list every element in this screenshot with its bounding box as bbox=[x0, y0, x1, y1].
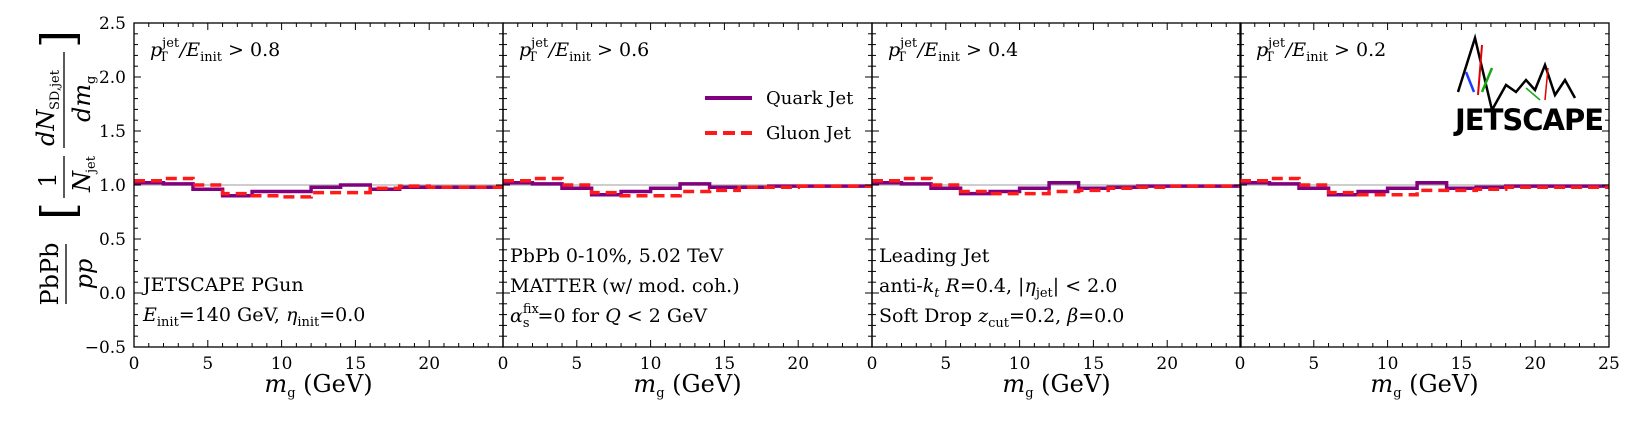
pt-cut-label: pjet T/Einit > 0.4 bbox=[888, 36, 1018, 65]
annotation-einit: Einit=140 GeV, ηinit=0.0 bbox=[142, 304, 365, 330]
ylabel-frac2-den: dm bbox=[68, 84, 96, 122]
jetscape-logo: JETSCAPE bbox=[1453, 33, 1604, 137]
x-tick-label: 10 bbox=[1009, 354, 1031, 374]
x-tick-label: 5 bbox=[571, 354, 582, 374]
pt-cut-label: pjet T/Einit > 0.8 bbox=[150, 36, 280, 65]
pt-cut-label: pjet T/Einit > 0.6 bbox=[519, 36, 649, 65]
panel2-annotations: PbPb 0-10%, 5.02 TeV MATTER (w/ mod. coh… bbox=[510, 245, 740, 331]
legend: Quark Jet Gluon Jet bbox=[705, 88, 854, 144]
x-tick-label: 20 bbox=[787, 354, 809, 374]
ylabel-frac1-den-sub: jet bbox=[84, 155, 99, 175]
logo-mountain-icon bbox=[1456, 33, 1577, 114]
y-tick-label: 1.0 bbox=[99, 176, 126, 196]
ylabel-frac2-num: dN bbox=[32, 109, 60, 146]
ylabel-frac2-num-sub: SD,jet bbox=[48, 69, 63, 110]
x-tick-label: 0 bbox=[129, 354, 140, 374]
annotation-system: PbPb 0-10%, 5.02 TeV bbox=[510, 245, 724, 267]
quark-jet-series-panel-3 bbox=[872, 181, 1241, 196]
ylabel-frac1-den: N bbox=[68, 170, 96, 193]
pt-cut-label: pjet T/Einit > 0.2 bbox=[1256, 36, 1386, 65]
panels: 0 5 10 15 20 pjet T/Einit > 0.8 0 5 10 15 20 pjet T/E… bbox=[129, 22, 1620, 374]
ylabel-bracket-right: ] bbox=[31, 30, 85, 48]
y-tick-label: 1.5 bbox=[99, 122, 126, 142]
y-tick-label: 2.0 bbox=[99, 68, 126, 88]
gluon-jet-series-panel-1 bbox=[134, 176, 503, 199]
ylabel-frac2-den-sub: g bbox=[84, 76, 99, 84]
y-tick-label: −0.5 bbox=[85, 338, 126, 358]
einit-symbol: E bbox=[142, 304, 157, 326]
panel3-annotations: Leading Jet anti-kt R=0.4, |ηjet| < 2.0 … bbox=[879, 245, 1124, 331]
x-axis-labels: mg (GeV) mg (GeV) mg (GeV) mg (GeV) bbox=[264, 370, 1478, 401]
x-tick-label: 5 bbox=[202, 354, 213, 374]
x-tick-label: 15 bbox=[345, 354, 367, 374]
panel1-annotations: JETSCAPE PGun Einit=140 GeV, ηinit=0.0 bbox=[141, 274, 365, 330]
x-tick-label: 15 bbox=[1451, 354, 1473, 374]
x-tick-label: 5 bbox=[1308, 354, 1319, 374]
x-tick-label: 0 bbox=[1235, 354, 1246, 374]
x-axis-label: mg (GeV) bbox=[1370, 370, 1478, 401]
ylabel-bracket-left: [ bbox=[31, 202, 85, 220]
x-tick-label: 5 bbox=[940, 354, 951, 374]
y-axis-label: PbPb pp [ 1 N jet dN SD,jet dm g ] bbox=[31, 30, 99, 305]
logo-text: JETSCAPE bbox=[1453, 103, 1603, 137]
y-tick-label: 2.5 bbox=[99, 14, 126, 34]
annotation-leading-jet: Leading Jet bbox=[879, 245, 990, 267]
annotation-jet-algo: anti-kt R=0.4, |ηjet| < 2.0 bbox=[879, 275, 1117, 301]
x-tick-label: 10 bbox=[1377, 354, 1399, 374]
x-axis-label: mg (GeV) bbox=[264, 370, 372, 401]
y-tick-labels: −0.5 0.0 0.5 1.0 1.5 2.0 2.5 bbox=[85, 14, 126, 358]
panel-2: 0 5 10 15 20 pjet T/Einit > 0.6 bbox=[498, 22, 873, 374]
x-tick-label: 20 bbox=[1524, 354, 1546, 374]
x-axis-label: mg (GeV) bbox=[1002, 370, 1110, 401]
logo-red-line-icon bbox=[1477, 44, 1483, 96]
panel-3: 0 5 10 15 20 pjet T/Einit > 0.4 bbox=[867, 22, 1242, 374]
x-tick-label: 0 bbox=[867, 354, 878, 374]
legend-quark-label: Quark Jet bbox=[766, 88, 854, 109]
x-tick-label: 20 bbox=[1156, 354, 1178, 374]
panel-4: 0 5 10 15 20 25 pjet T/Einit > 0.2 bbox=[1235, 22, 1620, 374]
legend-gluon-label: Gluon Jet bbox=[766, 123, 852, 144]
gluon-jet-series-panel-4 bbox=[1240, 176, 1609, 197]
x-tick-label: 25 bbox=[1598, 354, 1620, 374]
logo-green-line-icon bbox=[1480, 67, 1494, 93]
ylabel-prefix: PbPb bbox=[36, 242, 64, 305]
x-tick-label: 20 bbox=[418, 354, 440, 374]
x-tick-label: 10 bbox=[271, 354, 293, 374]
annotation-model: MATTER (w/ mod. coh.) bbox=[510, 275, 740, 297]
ylabel-frac1-num: 1 bbox=[34, 172, 62, 187]
gluon-jet-series-panel-2 bbox=[503, 176, 872, 198]
gluon-jet-series-panel-3 bbox=[872, 176, 1241, 196]
ylabel-denominator: pp bbox=[70, 259, 98, 290]
panel-1: 0 5 10 15 20 pjet T/Einit > 0.8 bbox=[129, 22, 504, 374]
annotation-alpha: αfix s =0 for Q < 2 GeV bbox=[510, 302, 707, 331]
annotation-soft-drop: Soft Drop zcut=0.2, β=0.0 bbox=[879, 305, 1124, 331]
annotation-generator: JETSCAPE PGun bbox=[141, 274, 304, 296]
x-axis-label: mg (GeV) bbox=[633, 370, 741, 401]
x-tick-label: 0 bbox=[498, 354, 509, 374]
x-tick-label: 15 bbox=[1083, 354, 1105, 374]
y-tick-label: 0.5 bbox=[99, 230, 126, 250]
x-tick-label: 10 bbox=[640, 354, 662, 374]
y-tick-label: 0.0 bbox=[99, 284, 126, 304]
logo-blue-line-icon bbox=[1464, 71, 1476, 93]
x-tick-label: 15 bbox=[714, 354, 736, 374]
